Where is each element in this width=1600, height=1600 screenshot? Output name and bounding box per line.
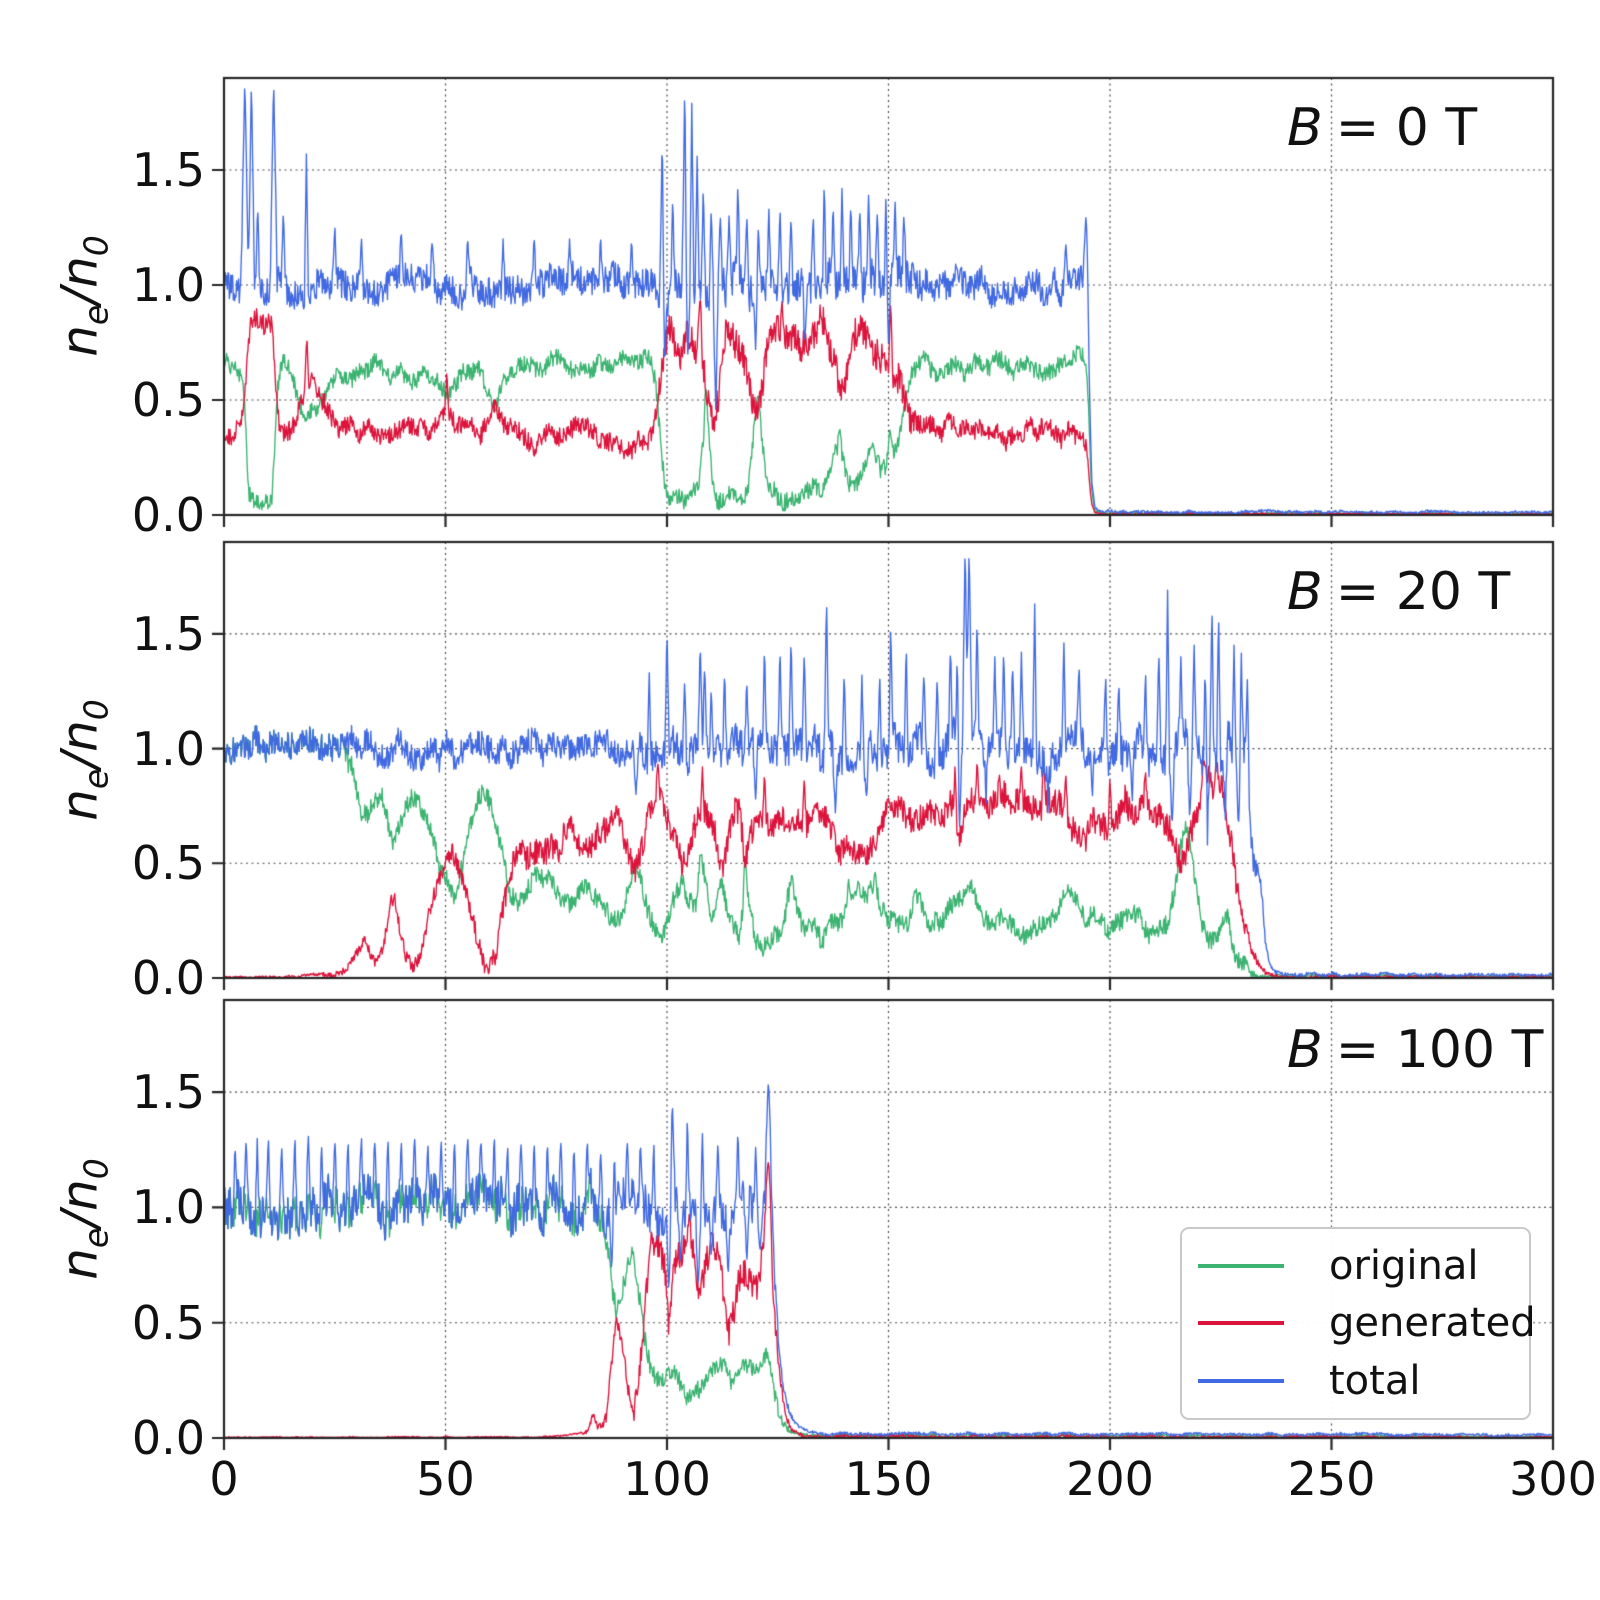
y-tick-label: 1.5 — [131, 143, 205, 197]
legend-label: original — [1329, 1242, 1479, 1289]
ylabel-n: n — [50, 325, 109, 357]
x-tick-label: 100 — [623, 1452, 711, 1506]
panel-title-value: = 100 T — [1335, 1020, 1544, 1080]
legend-entry-total: total — [1182, 1355, 1529, 1407]
y-tick-label: 1.0 — [131, 258, 205, 312]
ylabel-sub-e: e — [76, 1227, 116, 1249]
y-tick-label: 0.0 — [131, 951, 205, 1005]
y-tick-label: 0.0 — [131, 488, 205, 542]
ylabel-sub-0: 0 — [76, 235, 116, 257]
legend-line-swatch-total — [1198, 1379, 1284, 1384]
x-tick-label: 0 — [209, 1452, 239, 1506]
y-tick-label: 1.0 — [131, 721, 205, 776]
legend-entry-original: original — [1182, 1240, 1529, 1292]
panel-title-variable: B — [1287, 562, 1323, 622]
legend-label: total — [1329, 1358, 1421, 1405]
legend-line-swatch-generated — [1198, 1321, 1284, 1326]
panel-title-variable: B — [1287, 1020, 1323, 1080]
x-tick-label: 300 — [1509, 1452, 1597, 1506]
ylabel-n: n — [50, 1248, 109, 1280]
y-tick-label: 0.5 — [131, 1295, 205, 1350]
panel-title-b0: B = 0 T — [1287, 100, 1477, 156]
x-tick-label: 150 — [844, 1452, 933, 1506]
y-tick-label: 1.5 — [131, 1065, 205, 1120]
panel-title-b20: B = 20 T — [1287, 564, 1510, 620]
x-tick-label: 50 — [416, 1452, 475, 1506]
ylabel-sub-e: e — [76, 768, 116, 790]
ylabel-sub-0: 0 — [76, 699, 116, 721]
ylabel-sub-0: 0 — [76, 1158, 116, 1180]
legend-label: generated — [1329, 1300, 1536, 1347]
panel-title-b100: B = 100 T — [1287, 1022, 1543, 1078]
panel-title-value: = 20 T — [1335, 562, 1511, 622]
y-tick-label: 0.5 — [131, 373, 205, 427]
legend-entry-generated: generated — [1182, 1297, 1536, 1349]
y-tick-label: 0.5 — [131, 836, 205, 891]
legend: original generated total — [1180, 1227, 1536, 1420]
y-tick-label: 0.0 — [131, 1411, 205, 1465]
x-tick-label: 200 — [1066, 1452, 1154, 1506]
y-tick-label: 1.5 — [131, 606, 205, 661]
ylabel-n: n — [50, 789, 109, 821]
legend-line-swatch-original — [1198, 1263, 1284, 1268]
y-tick-label: 1.0 — [131, 1180, 205, 1235]
panel-title-variable: B — [1287, 98, 1323, 158]
panel-title-value: = 0 T — [1335, 98, 1478, 158]
x-tick-label: 250 — [1287, 1452, 1376, 1506]
